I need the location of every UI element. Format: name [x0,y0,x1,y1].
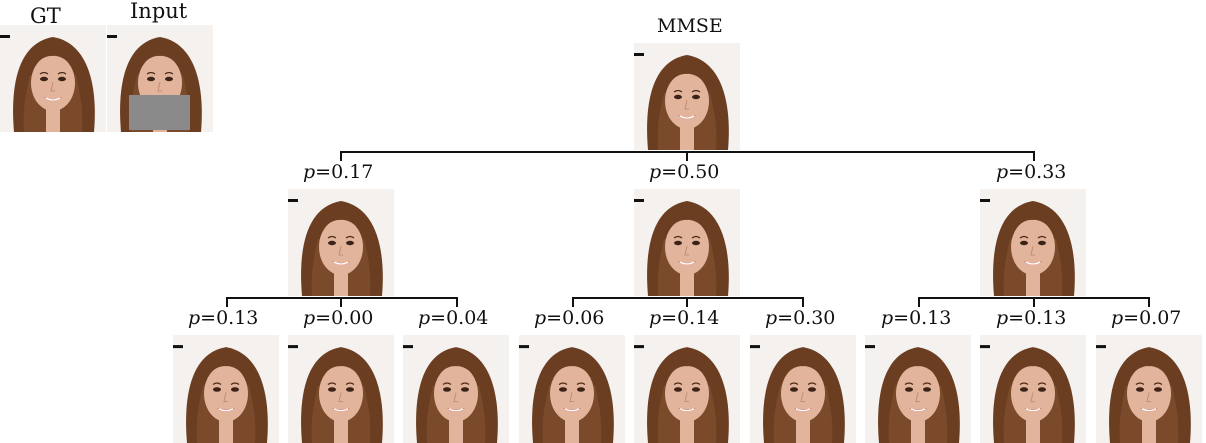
portrait-illustration [288,335,394,443]
p-label-l2: p=0.00 [303,307,374,329]
p-label-l2: p=0.14 [649,307,720,329]
sample-face-image [865,335,971,443]
portrait-illustration [634,189,740,296]
mmse-label: MMSE [657,15,723,37]
p-label-l2: p=0.06 [534,307,605,329]
tree-connector-level2 [226,297,458,299]
p-label-l1: p=0.17 [303,161,374,183]
cluster-face-image [980,189,1086,296]
sample-face-image [173,335,279,443]
portrait-illustration [0,25,106,132]
sample-face-image [1096,335,1202,443]
cluster-face-image [634,189,740,296]
tree-tick [456,297,458,307]
portrait-illustration [173,335,279,443]
p-label-l2: p=0.13 [881,307,952,329]
tree-tick [340,151,342,161]
sample-face-image [403,335,509,443]
sample-face-image [634,335,740,443]
p-label-l2: p=0.13 [188,307,259,329]
sample-face-image [750,335,856,443]
gt-face-image [0,25,106,132]
input-label: Input [130,0,188,23]
tree-tick [1033,151,1035,161]
sample-face-image [288,335,394,443]
inpainting-mask [129,95,190,130]
sample-face-image [980,335,1086,443]
gt-label: GT [30,4,61,28]
p-label-l2: p=0.04 [418,307,489,329]
input-face-image [107,25,213,132]
cluster-face-image [288,189,394,296]
tree-connector-level2 [572,297,804,299]
p-label-l1: p=0.33 [996,161,1067,183]
tree-tick [226,297,228,307]
sample-face-image [519,335,625,443]
tree-tick [1033,297,1035,307]
p-label-l1: p=0.50 [649,161,720,183]
portrait-illustration [519,335,625,443]
p-label-l2: p=0.13 [996,307,1067,329]
portrait-illustration [403,335,509,443]
portrait-illustration [750,335,856,443]
tree-tick [918,297,920,307]
portrait-illustration [634,335,740,443]
p-label-l2: p=0.07 [1111,307,1182,329]
tree-tick [686,151,688,161]
tree-tick [572,297,574,307]
portrait-illustration [865,335,971,443]
tree-tick [340,297,342,307]
tree-tick [686,297,688,307]
p-label-l2: p=0.30 [765,307,836,329]
mmse-face-image [634,43,740,150]
portrait-illustration [980,189,1086,296]
tree-tick [1148,297,1150,307]
portrait-illustration [634,43,740,150]
tree-tick [802,297,804,307]
portrait-illustration [288,189,394,296]
portrait-illustration [1096,335,1202,443]
portrait-illustration [980,335,1086,443]
